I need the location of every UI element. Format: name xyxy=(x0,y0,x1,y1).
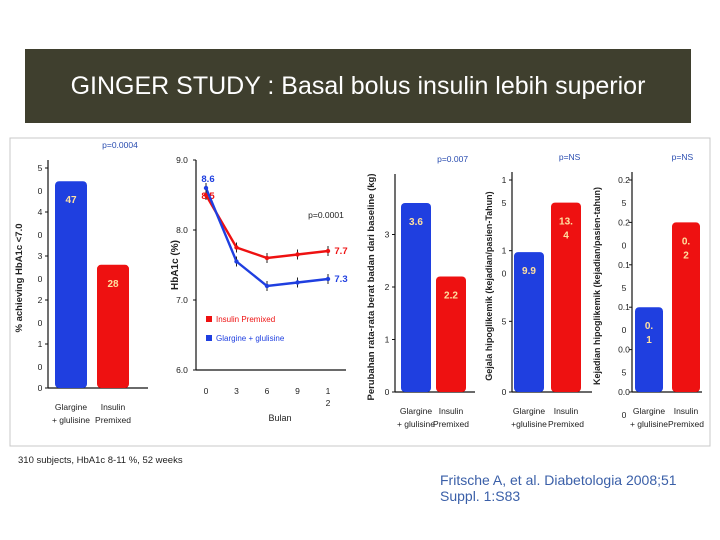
chart4-ytick-label: 0 xyxy=(502,387,507,397)
chart2-point xyxy=(203,192,209,198)
slide-title: GINGER STUDY : Basal bolus insulin lebih… xyxy=(70,72,646,100)
chart2-ytick-label: 6.0 xyxy=(176,365,188,375)
chart2-legend-swatch xyxy=(206,316,212,322)
chart2-point xyxy=(295,280,300,285)
chart5-ytick-label: 0.2 0 xyxy=(618,217,630,250)
chart1-ytick-label: 0 xyxy=(38,383,43,393)
chart2-legend-swatch xyxy=(206,335,212,341)
chart2-xlabel: Bulan xyxy=(268,413,291,423)
chart2-point xyxy=(203,185,209,191)
chart5-category-label: Glargine + glulisine xyxy=(630,406,668,429)
chart1-bar-label: 28 xyxy=(107,279,119,290)
chart2-ytick-label: 9.0 xyxy=(176,155,188,165)
chart5-bar-label: 0. 1 xyxy=(645,321,654,346)
chart3-ylabel: Perubahan rata-rata berat badan dari bas… xyxy=(366,173,377,400)
chart5-bar xyxy=(635,307,663,392)
chart5-ytick-label: 0.1 0 xyxy=(618,302,630,335)
footnote: 310 subjects, HbA1c 8-11 %, 52 weeks xyxy=(18,455,183,466)
chart5-pvalue: p=NS xyxy=(672,152,694,162)
chart2-ylabel: HbA1c (%) xyxy=(170,240,181,290)
chart5-ylabel: Kejadian hipoglikemik (kejadian/pasien-t… xyxy=(592,187,602,385)
chart5-bar xyxy=(672,222,700,392)
chart4-category-label: Insulin Premixed xyxy=(548,406,584,429)
chart3-category-label: Glargine + glulisine xyxy=(397,406,435,429)
chart2-point xyxy=(264,255,270,261)
chart4-category-label: Glargine +glulisine xyxy=(511,406,547,429)
chart3-bar xyxy=(436,276,466,392)
chart2-xtick-label: 9 xyxy=(295,386,300,396)
chart4-bar-label: 13. 4 xyxy=(559,217,573,242)
chart4-bar xyxy=(514,252,544,392)
chart1-bar xyxy=(97,264,129,388)
chart3-ytick-label: 0 xyxy=(385,387,390,397)
chart2-pvalue: p=0.0001 xyxy=(308,210,344,220)
chart2-ytick-label: 7.0 xyxy=(176,295,188,305)
chart5-ytick-label: 0.2 5 xyxy=(618,175,630,208)
chart2-point xyxy=(325,248,331,254)
chart4-pvalue: p=NS xyxy=(559,152,581,162)
chart5-category-label: Insulin Premixed xyxy=(668,406,704,429)
chart5-ytick-label: 0.0 5 xyxy=(618,345,630,378)
chart2-point xyxy=(295,252,300,257)
chart4-bar-label: 9.9 xyxy=(522,266,536,277)
chart2-legend-label: Insulin Premixed xyxy=(216,315,275,324)
chart3-ytick-label: 2 xyxy=(385,282,390,292)
chart2-point xyxy=(234,245,239,250)
chart3-bar xyxy=(401,203,431,392)
chart2-legend-label: Glargine + glulisine xyxy=(216,334,285,343)
chart2-xtick-label: 3 xyxy=(234,386,239,396)
chart2-end-label: 7.3 xyxy=(334,274,347,285)
chart4-ytick-label: 5 xyxy=(502,316,507,326)
chart1-category-label: Insulin Premixed xyxy=(95,402,131,425)
chart5-ytick-label: 0.1 5 xyxy=(618,260,630,293)
chart2-ytick-label: 8.0 xyxy=(176,225,188,235)
chart3-ytick-label: 3 xyxy=(385,230,390,240)
chart1-category-label: Glargine + glulisine xyxy=(52,402,90,425)
chart2-start-label: 8.6 xyxy=(201,174,214,185)
chart2-point xyxy=(264,283,270,289)
chart5-ytick-label: 0.0 0 xyxy=(618,387,630,420)
citation: Fritsche A, et al. Diabetologia 2008;51 … xyxy=(440,472,677,504)
chart2-xtick-label: 0 xyxy=(204,386,209,396)
chart5-bar-label: 0. 2 xyxy=(682,236,691,261)
chart1-pvalue: p=0.0004 xyxy=(102,140,138,150)
chart3-bar-label: 3.6 xyxy=(409,217,423,228)
chart1-bar-label: 47 xyxy=(65,195,77,206)
chart3-ytick-label: 1 xyxy=(385,335,390,345)
chart4-ylabel: Gejala hipoglikemik (kejadian/pasien-Tah… xyxy=(484,191,494,380)
chart3-category-label: Insulin Premixed xyxy=(433,406,469,429)
chart2-xtick-label: 6 xyxy=(265,386,270,396)
chart4-bar xyxy=(551,202,581,392)
chart3-bar-label: 2.2 xyxy=(444,291,458,302)
title-bar: GINGER STUDY : Basal bolus insulin lebih… xyxy=(25,49,691,123)
chart2-point xyxy=(325,276,331,282)
chart1-ylabel: % achieving HbA1c <7.0 xyxy=(14,223,25,332)
chart1-bar xyxy=(55,181,87,388)
chart3-pvalue: p=0.007 xyxy=(437,154,468,164)
chart2-end-label: 7.7 xyxy=(334,246,347,257)
chart2-point xyxy=(234,259,239,264)
